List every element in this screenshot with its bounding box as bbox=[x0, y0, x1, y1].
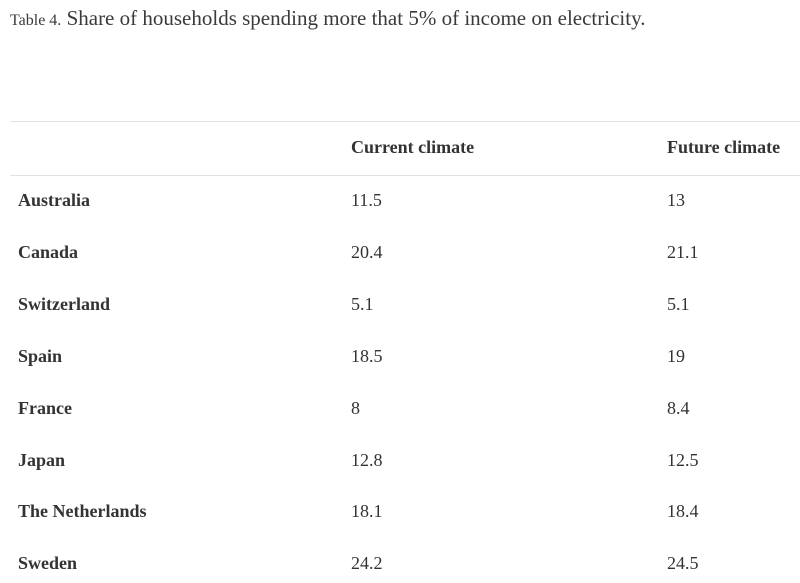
table-cell-current: 20.4 bbox=[351, 241, 383, 262]
table-cell-future: 19 bbox=[667, 345, 685, 366]
header-rule bbox=[10, 175, 800, 176]
table-caption: Table 4. Share of households spending mo… bbox=[10, 6, 645, 31]
table-cell-country: Sweden bbox=[18, 553, 78, 574]
table-cell-future: 5.1 bbox=[667, 293, 690, 314]
table-cell-country: Switzerland bbox=[18, 293, 110, 314]
table-cell-current: 12.8 bbox=[351, 449, 383, 470]
table-title: Share of households spending more that 5… bbox=[66, 6, 646, 30]
table-cell-current: 18.1 bbox=[351, 501, 383, 522]
table-top-rule bbox=[10, 121, 800, 122]
table-cell-current: 24.2 bbox=[351, 553, 383, 574]
header-future-climate: Future climate bbox=[667, 137, 781, 157]
table-cell-future: 12.5 bbox=[667, 449, 699, 470]
table-label: Table 4. bbox=[10, 12, 62, 29]
header-current-climate: Current climate bbox=[351, 137, 475, 157]
table-cell-country: France bbox=[18, 397, 72, 418]
table-cell-country: The Netherlands bbox=[18, 501, 147, 522]
table-cell-country: Spain bbox=[18, 345, 63, 366]
table-cell-current: 8 bbox=[351, 397, 360, 418]
table-cell-country: Australia bbox=[18, 190, 90, 210]
table-cell-future: 13 bbox=[667, 190, 685, 210]
table-cell-current: 18.5 bbox=[351, 345, 383, 366]
table-cell-future: 24.5 bbox=[667, 553, 699, 574]
table-cell-country: Canada bbox=[18, 241, 79, 262]
table-cell-country: Japan bbox=[18, 449, 66, 470]
table-cell-future: 21.1 bbox=[667, 241, 699, 262]
table-cell-future: 18.4 bbox=[667, 501, 699, 522]
table-cell-current: 11.5 bbox=[351, 190, 382, 210]
table-cell-current: 5.1 bbox=[351, 293, 374, 314]
table-cell-future: 8.4 bbox=[667, 397, 690, 418]
